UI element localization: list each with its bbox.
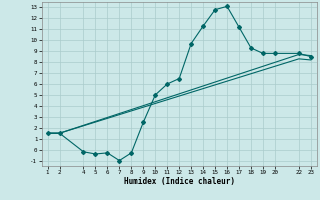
- X-axis label: Humidex (Indice chaleur): Humidex (Indice chaleur): [124, 177, 235, 186]
